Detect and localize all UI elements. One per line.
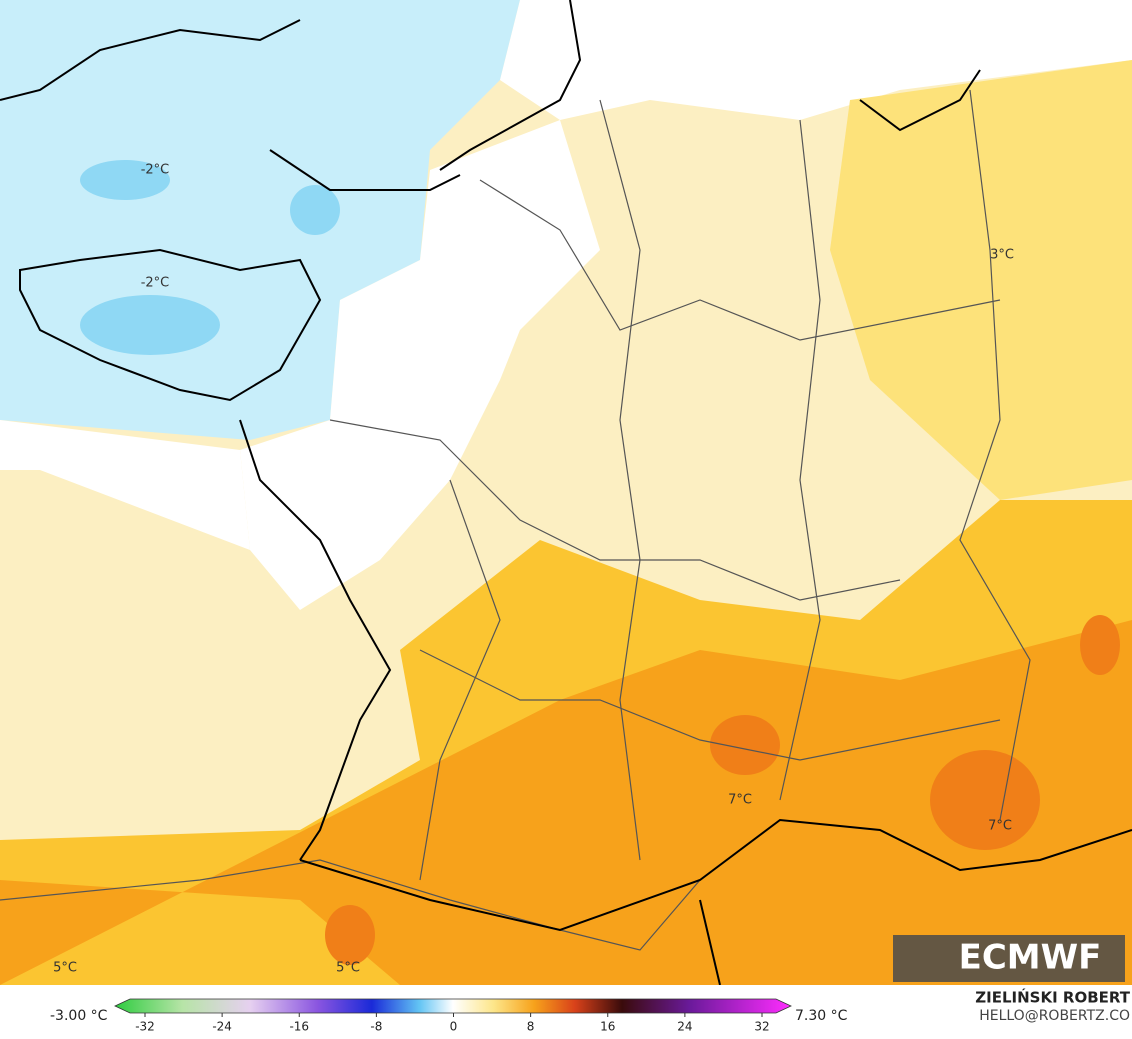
- colorbar-tick-label: 24: [677, 1020, 692, 1034]
- hot-core: [1080, 615, 1120, 675]
- legend-min: -3.00 °C: [50, 1008, 108, 1024]
- legend-max: 7.30 °C: [795, 1008, 848, 1024]
- colorbar-tick-label: -16: [289, 1020, 309, 1034]
- colorbar-tick-label: -32: [135, 1020, 155, 1034]
- cold-core: [80, 160, 170, 200]
- temperature-label: 5°C: [53, 961, 77, 976]
- colorbar: [114, 998, 792, 1014]
- credit-contact: HELLO@ROBERTZ.CO: [979, 1008, 1130, 1024]
- temperature-label: -2°C: [141, 276, 170, 291]
- hot-core: [710, 715, 780, 775]
- logo: ECMWF: [959, 938, 1102, 978]
- colorbar-tick-label: 32: [754, 1020, 769, 1034]
- temperature-label: 3°C: [990, 248, 1014, 263]
- borders: [0, 89, 1031, 951]
- colorbar-tick-label: 8: [527, 1020, 535, 1034]
- hot-core: [930, 750, 1040, 850]
- coastline: [0, 0, 1132, 985]
- neutral-zone: [0, 420, 250, 550]
- colorbar-tick-label: 0: [450, 1020, 458, 1034]
- temperature-label: 7°C: [988, 819, 1012, 834]
- logo-box: [893, 935, 1125, 982]
- warm-zone: [830, 60, 1132, 500]
- cold-core: [80, 295, 220, 355]
- temperature-label: -2°C: [141, 163, 170, 178]
- hot-zone: [0, 620, 1132, 985]
- colorbar-tick-label: -24: [212, 1020, 232, 1034]
- colorbar-tick-label: -8: [370, 1020, 382, 1034]
- hot-core: [325, 905, 375, 965]
- neutral-zone: [500, 0, 1132, 120]
- map: [0, 0, 1132, 985]
- temperature-label: 5°C: [336, 961, 360, 976]
- cold-core: [290, 185, 340, 235]
- colorbar-tick-label: 16: [600, 1020, 615, 1034]
- neutral-zone: [240, 120, 600, 610]
- credit-name: ZIELIŃSKI ROBERT: [975, 988, 1130, 1007]
- temperature-label: 7°C: [728, 793, 752, 808]
